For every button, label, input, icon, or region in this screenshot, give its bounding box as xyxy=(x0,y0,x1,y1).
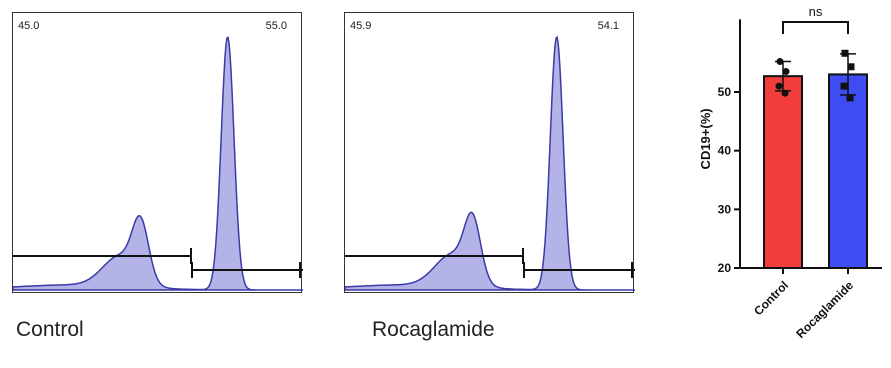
data-point-rocaglamide xyxy=(846,94,854,102)
histogram-plot-rocaglamide xyxy=(345,35,635,291)
y-tick-label: 20 xyxy=(718,261,732,275)
x-tick-label-rocaglamide: Rocaglamide xyxy=(793,278,856,341)
gate-label-left-rocaglamide: 45.9 xyxy=(350,20,372,32)
data-point-control xyxy=(782,67,790,75)
bar-control xyxy=(763,75,803,269)
bar-rocaglamide xyxy=(828,73,868,270)
data-point-control xyxy=(781,89,789,97)
x-tick-label-control: Control xyxy=(751,278,791,318)
significance-bracket xyxy=(782,21,849,34)
histogram-area-rocaglamide xyxy=(345,35,635,291)
data-point-control xyxy=(776,57,784,65)
histogram-control: 45.0 55.0 xyxy=(12,12,303,293)
data-point-rocaglamide xyxy=(841,49,849,57)
y-tick-label: 40 xyxy=(718,144,732,158)
histogram-area-control xyxy=(13,36,303,291)
y-axis-label: CD19+(%) xyxy=(698,108,713,169)
caption-control: Control xyxy=(16,318,84,341)
histogram-plot-control xyxy=(13,36,303,291)
bar-chart: 20 30 40 50 CD19+(%) Control Rocaglamide ns xyxy=(698,4,882,341)
caption-rocaglamide: Rocaglamide xyxy=(372,318,495,341)
y-tick-label: 50 xyxy=(718,85,732,99)
gate-label-right-control: 55.0 xyxy=(265,20,287,32)
significance-label: ns xyxy=(809,4,823,19)
data-point-rocaglamide xyxy=(847,63,855,71)
histogram-rocaglamide: 45.9 54.1 xyxy=(344,12,635,293)
gate-label-left-control: 45.0 xyxy=(18,20,40,32)
data-point-control xyxy=(775,82,783,90)
data-point-rocaglamide xyxy=(840,82,848,90)
y-tick-label: 30 xyxy=(718,202,732,216)
gate-label-right-rocaglamide: 54.1 xyxy=(597,20,619,32)
